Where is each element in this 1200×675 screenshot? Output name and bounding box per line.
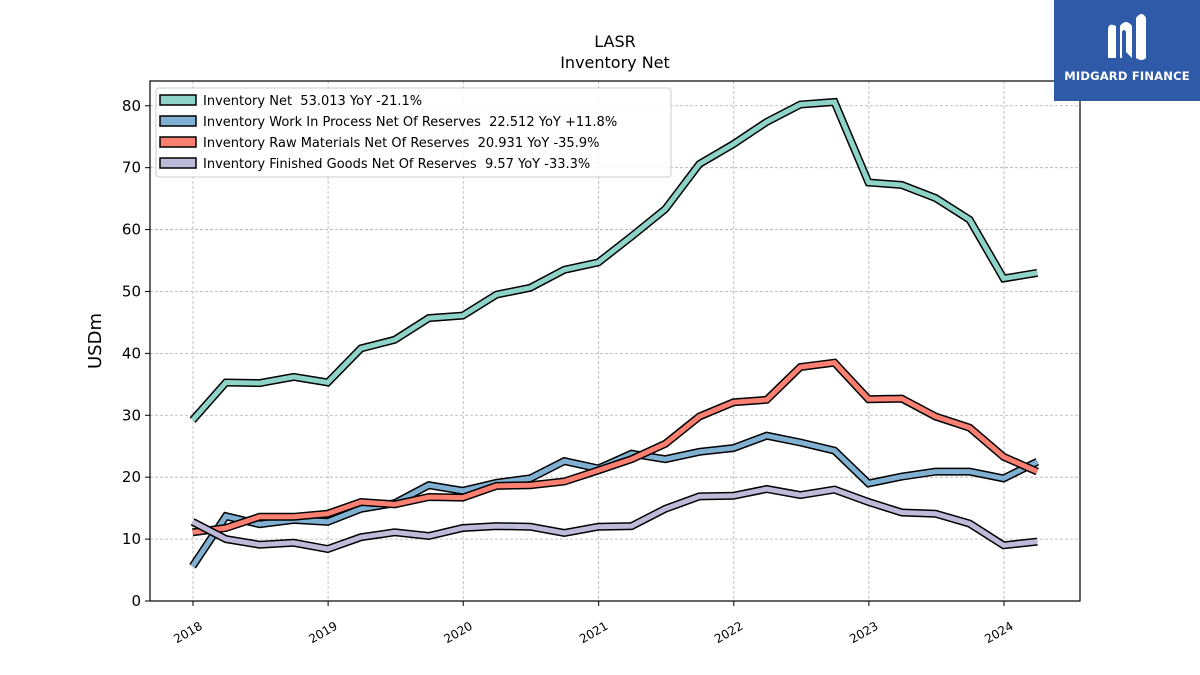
legend-label-3: Inventory Finished Goods Net Of Reserves… [203, 157, 590, 172]
series-line-2 [192, 360, 1039, 535]
legend-swatch-1 [159, 115, 197, 127]
plot-frame [149, 80, 1081, 602]
chart-title: LASR [594, 32, 636, 51]
y-tick-label: 50 [122, 282, 141, 300]
legend-label-2: Inventory Raw Materials Net Of Reserves … [203, 136, 599, 151]
x-tick-label: 2019 [306, 619, 339, 646]
y-tick-label: 60 [122, 221, 141, 239]
x-tick-label: 2022 [712, 619, 745, 646]
legend-label-0: Inventory Net 53.013 YoY -21.1% [203, 94, 422, 109]
y-tick-label: 80 [122, 97, 141, 115]
x-tick-label: 2020 [441, 619, 474, 646]
midgard-finance-logo: MIDGARD FINANCE [1054, 0, 1200, 101]
legend: Inventory Net 53.013 YoY -21.1% Inventory… [155, 87, 672, 178]
x-tick-label: 2018 [171, 619, 204, 646]
plot-lines [189, 97, 1040, 569]
x-tick-label: 2023 [847, 619, 880, 646]
chart-subtitle: Inventory Net [560, 53, 670, 72]
y-tick-label: 20 [122, 468, 141, 486]
series-line-0 [190, 99, 1038, 422]
midgard-logo-icon [1108, 14, 1146, 60]
y-tick-label: 0 [131, 592, 141, 610]
y-tick-label: 30 [122, 406, 141, 424]
x-tick-label: 2024 [982, 619, 1015, 646]
legend-box [155, 87, 672, 178]
legend-swatch-2 [159, 136, 197, 148]
y-axis: 0 10 20 30 40 50 60 70 80 [122, 97, 150, 610]
y-tick-label: 40 [122, 344, 141, 362]
y-axis-label: USDm [85, 313, 106, 369]
legend-label-1: Inventory Work In Process Net Of Reserve… [203, 115, 617, 130]
y-tick-label: 10 [122, 530, 141, 548]
legend-swatch-3 [159, 157, 197, 169]
x-tick-label: 2021 [577, 619, 610, 646]
series-line-outline-2 [192, 358, 1039, 537]
x-axis: 2018 2019 2020 2021 2022 2023 2024 [171, 601, 1016, 646]
series-line-3 [191, 486, 1038, 552]
y-tick-label: 70 [122, 159, 141, 177]
logo-text: MIDGARD FINANCE [1064, 69, 1190, 83]
legend-swatch-0 [159, 94, 197, 106]
